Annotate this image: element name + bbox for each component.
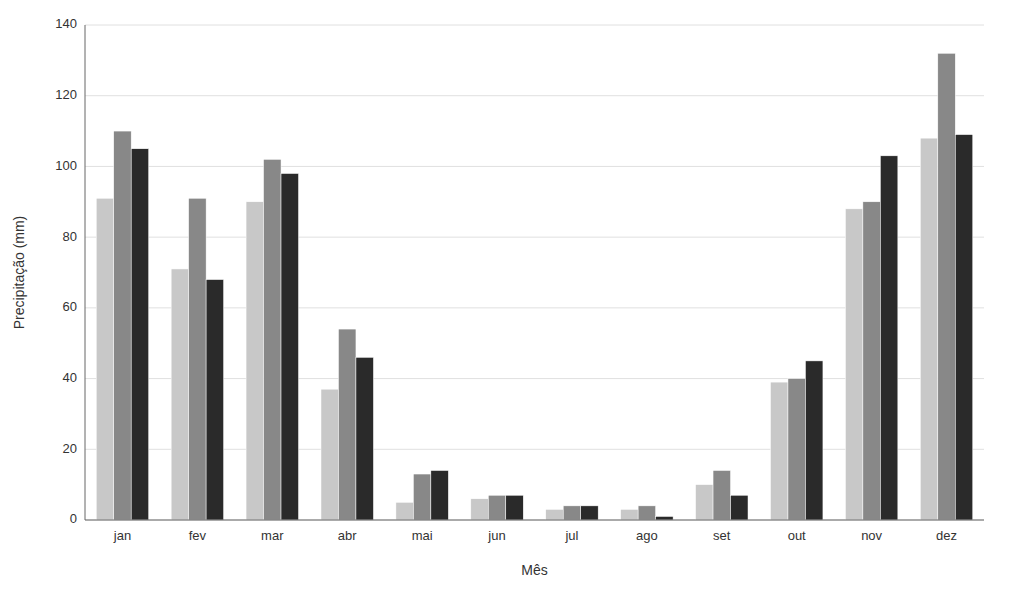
x-tick-label: ago [636, 528, 658, 543]
bar [321, 389, 338, 520]
bar [955, 135, 972, 520]
bar [396, 502, 413, 520]
bar [696, 485, 713, 520]
bar [770, 382, 787, 520]
x-axis: jan fev mar abr mai jun jul ago set out nov dez [113, 528, 957, 543]
bars [96, 53, 973, 520]
x-tick-label: jun [487, 528, 505, 543]
y-tick-label: 80 [63, 229, 77, 244]
x-tick-label: mai [412, 528, 433, 543]
x-tick-label: fev [189, 528, 207, 543]
x-tick-label: set [713, 528, 731, 543]
bar [546, 509, 563, 520]
bar [621, 509, 638, 520]
x-axis-line [85, 520, 984, 521]
grid-line [85, 95, 984, 96]
grid [85, 25, 984, 520]
bar [96, 198, 113, 520]
bar [788, 379, 805, 520]
y-tick-label: 140 [55, 16, 77, 31]
x-tick-label: nov [861, 528, 882, 543]
x-tick-label: jul [564, 528, 578, 543]
bar [356, 357, 373, 520]
bar [713, 471, 730, 521]
bar [246, 202, 263, 520]
bar [189, 198, 206, 520]
bar [938, 53, 955, 520]
bar [431, 471, 448, 521]
y-axis-line [85, 25, 86, 520]
bar [581, 506, 598, 520]
bar [656, 516, 673, 520]
x-tick-label: jan [113, 528, 131, 543]
bar-series [114, 53, 956, 520]
bar [880, 156, 897, 520]
chart-svg: 0 20 40 60 80 100 120 140 jan fev mar abr mai jun jul a… [0, 0, 1009, 595]
chart-container: 0 20 40 60 80 100 120 140 jan fev mar abr mai jun jul a… [0, 0, 1009, 595]
bar [731, 495, 748, 520]
bar-series [131, 135, 973, 520]
bar [845, 209, 862, 520]
bar [506, 495, 523, 520]
bar [863, 202, 880, 520]
x-tick-label: dez [936, 528, 957, 543]
bar [264, 159, 281, 520]
bar [488, 495, 505, 520]
bar-series [96, 138, 938, 520]
x-tick-label: out [788, 528, 806, 543]
bar [206, 280, 223, 520]
bar [563, 506, 580, 520]
y-tick-label: 0 [70, 511, 77, 526]
bar [171, 269, 188, 520]
bar [114, 131, 131, 520]
y-axis: 0 20 40 60 80 100 120 140 [55, 16, 77, 526]
x-tick-label: mar [261, 528, 284, 543]
y-tick-label: 40 [63, 370, 77, 385]
grid-line [85, 166, 984, 167]
bar [471, 499, 488, 520]
x-tick-label: abr [338, 528, 357, 543]
y-tick-label: 60 [63, 299, 77, 314]
grid-line [85, 520, 984, 521]
y-axis-title: Precipitação (mm) [11, 216, 27, 330]
bar [805, 361, 822, 520]
x-axis-title: Mês [521, 562, 547, 578]
bar [131, 149, 148, 520]
y-tick-label: 120 [55, 87, 77, 102]
y-tick-label: 100 [55, 158, 77, 173]
bar [413, 474, 430, 520]
bar [338, 329, 355, 520]
bar [638, 506, 655, 520]
bar [920, 138, 937, 520]
y-tick-label: 20 [63, 441, 77, 456]
grid-line [85, 25, 984, 26]
bar [281, 174, 298, 521]
